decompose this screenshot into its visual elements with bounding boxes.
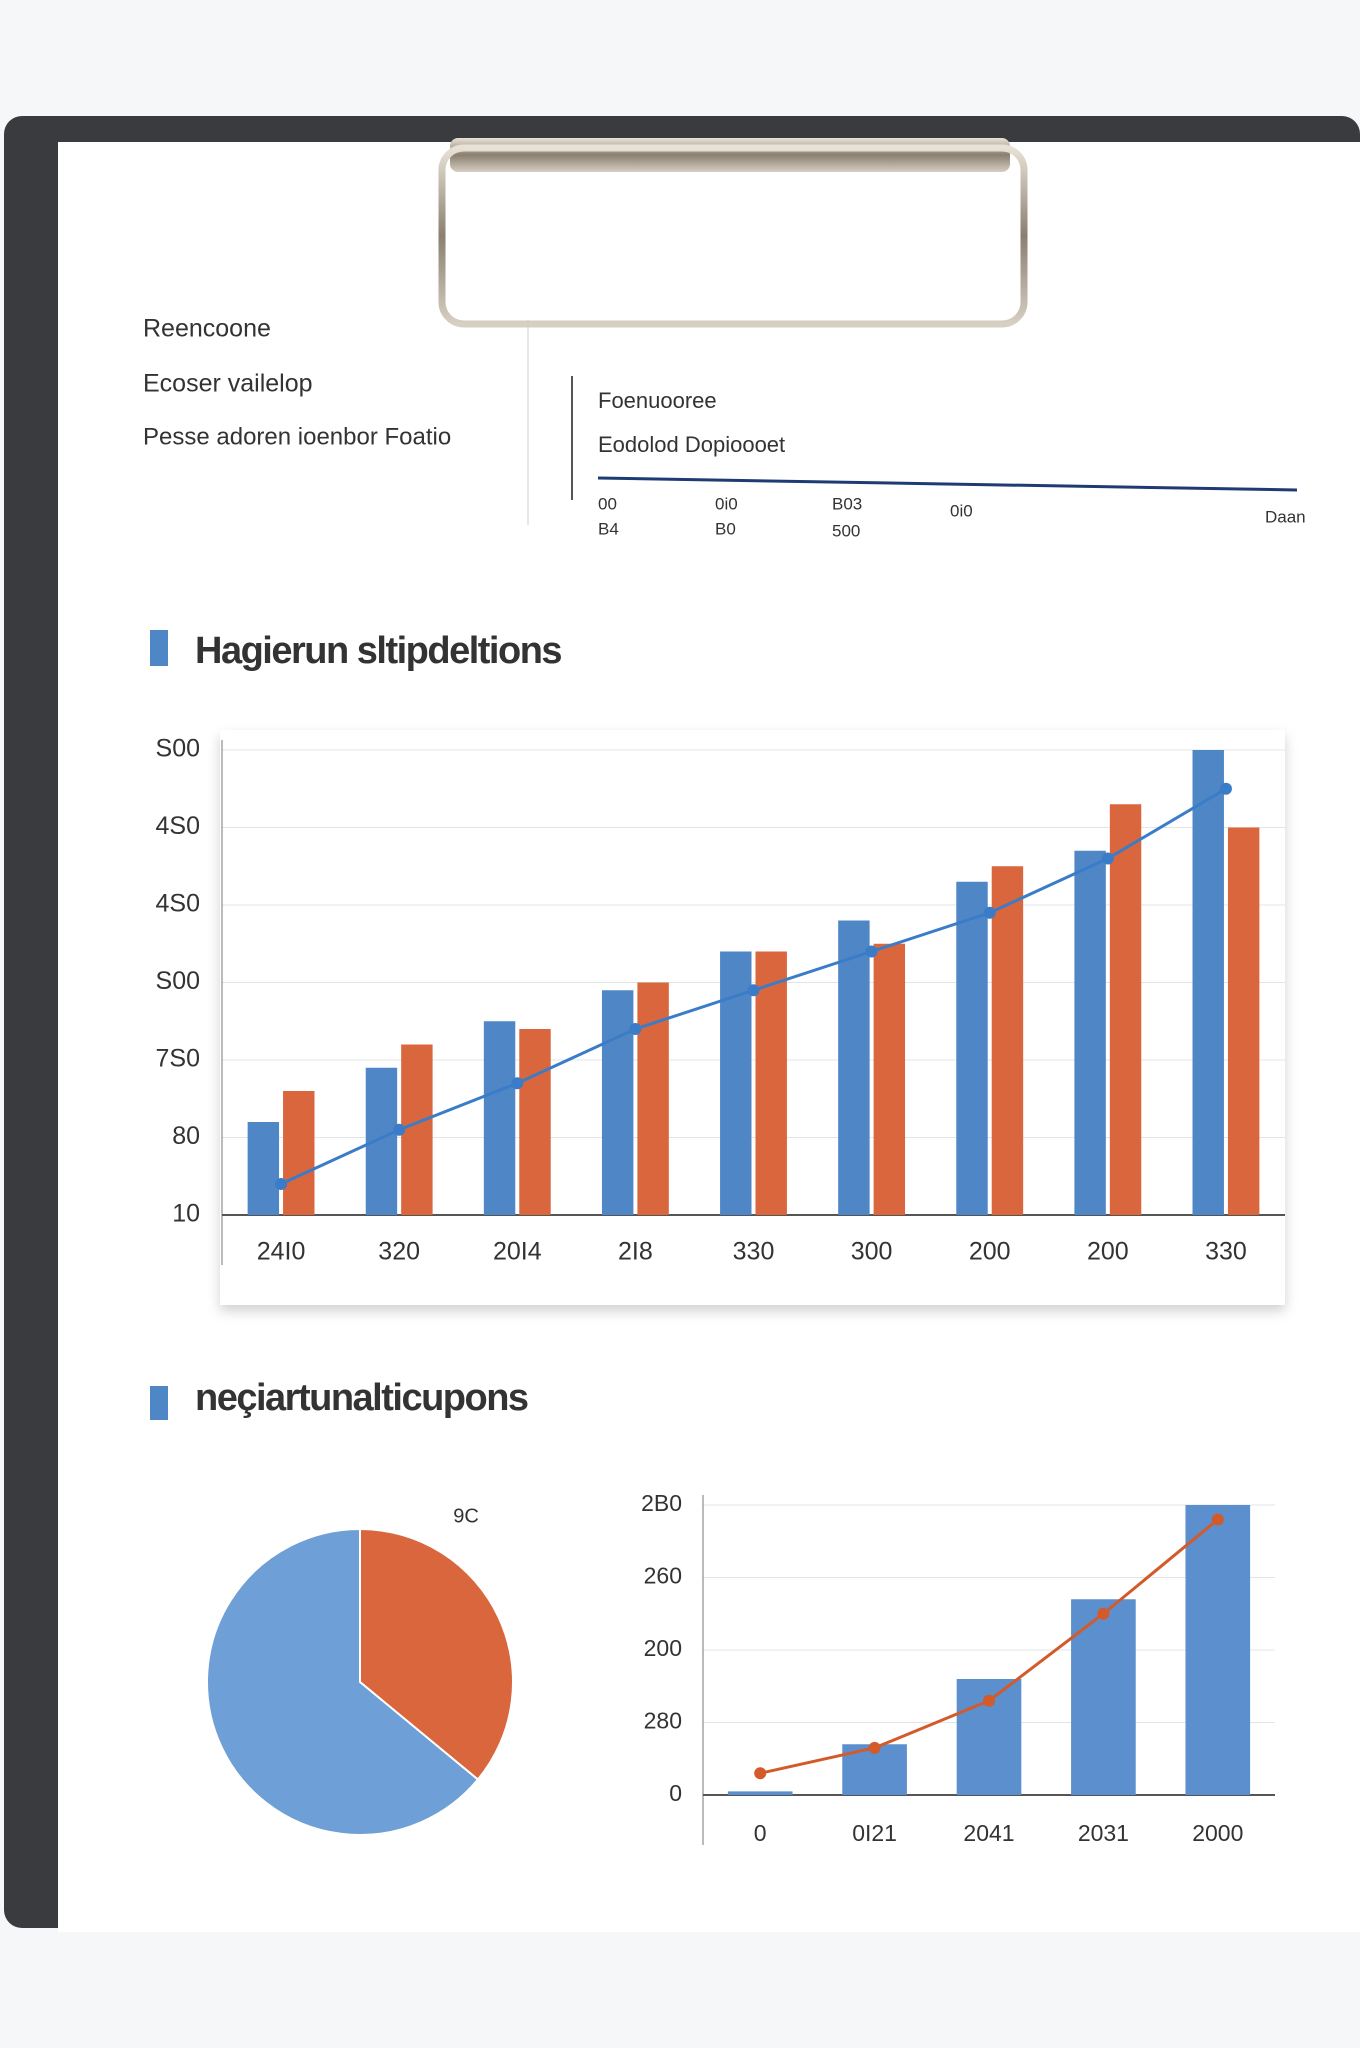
y-tick-label: 4S0: [156, 890, 200, 918]
section-title: neçiartunalticupons: [195, 1377, 528, 1419]
bar: [1227, 827, 1260, 1215]
x-tick-label: 2I8: [618, 1238, 653, 1266]
line-point: [983, 906, 996, 919]
y-tick-label: S00: [156, 735, 200, 763]
x-tick-label: 320: [378, 1238, 420, 1266]
bar: [1071, 1599, 1136, 1795]
x-tick-label: 200: [969, 1238, 1011, 1266]
bar: [873, 943, 906, 1215]
bar: [838, 920, 870, 1215]
bar: [601, 990, 634, 1215]
bar: [519, 1029, 551, 1215]
line-point: [1101, 852, 1114, 865]
y-tick-label: 200: [644, 1635, 682, 1661]
line-point: [1097, 1607, 1110, 1620]
x-tick-label: 0I21: [852, 1820, 897, 1846]
line-point: [1211, 1513, 1224, 1526]
bar: [247, 1122, 280, 1215]
y-tick-label: 2B0: [641, 1490, 682, 1516]
y-tick-label: S00: [156, 967, 200, 995]
line-point: [754, 1767, 767, 1780]
header-label: 500: [832, 521, 860, 540]
bar: [755, 951, 787, 1215]
line-point: [1219, 782, 1232, 795]
x-tick-label: 2031: [1078, 1820, 1129, 1846]
header-title: Foenuooree: [598, 388, 717, 413]
section-marker: [150, 630, 168, 666]
y-tick-label: 260: [644, 1563, 682, 1589]
bar: [401, 1044, 433, 1215]
header-label: B03: [832, 494, 862, 513]
header-label: 00: [598, 494, 617, 513]
line-point: [865, 945, 878, 958]
line-point: [629, 1023, 642, 1035]
pie-annotation: 9C: [453, 1505, 479, 1527]
x-tick-label: 0: [754, 1820, 767, 1846]
header-label: B4: [598, 519, 619, 538]
bar: [283, 1091, 315, 1215]
bar: [727, 1791, 793, 1795]
header-line: Pesse adoren ioenbor Foatio: [143, 423, 451, 450]
section-marker: [150, 1386, 168, 1420]
line-point: [747, 984, 760, 997]
x-tick-label: 330: [733, 1238, 775, 1266]
line-point: [393, 1123, 406, 1136]
pie-slice: [206, 1527, 480, 1836]
bar: [1192, 750, 1224, 1215]
bar: [1074, 850, 1106, 1215]
y-tick-label: 0: [669, 1780, 682, 1806]
x-tick-label: 200: [1087, 1238, 1129, 1266]
header-line: Reencoone: [143, 315, 271, 343]
line-point: [868, 1741, 881, 1754]
y-tick-label: 280: [644, 1708, 682, 1734]
timeline: [597, 476, 1298, 492]
bar: [637, 982, 669, 1215]
header-line: Ecoser vailelop: [143, 370, 313, 398]
bar: [483, 1021, 516, 1215]
line-point: [983, 1694, 995, 1707]
bar: [956, 881, 988, 1215]
x-tick-label: 20I4: [493, 1238, 542, 1266]
y-tick-label: 4S0: [156, 812, 200, 840]
header-label: B0: [715, 519, 736, 538]
bar: [1185, 1505, 1251, 1795]
header-subtitle: Eodolod Dopioooet: [598, 432, 785, 457]
y-tick-label: 80: [172, 1122, 200, 1150]
x-tick-label: 300: [851, 1238, 893, 1266]
clip-bar: [450, 138, 1010, 172]
section-title: Hagierun sltipdeltions: [195, 630, 561, 672]
x-tick-label: 24I0: [257, 1238, 306, 1266]
x-tick-label: 2041: [963, 1820, 1014, 1846]
bar: [991, 866, 1024, 1215]
header-label: 0i0: [950, 501, 973, 520]
line-point: [275, 1178, 288, 1190]
x-tick-label: 330: [1205, 1238, 1247, 1266]
chart-panel: [220, 730, 1285, 1305]
pie-slice: [359, 1527, 514, 1781]
y-tick-label: 7S0: [156, 1045, 200, 1073]
header-label: Daan: [1265, 507, 1306, 526]
y-tick-label: 10: [172, 1200, 200, 1228]
bar: [1109, 804, 1142, 1215]
clip-ring: [438, 144, 1028, 328]
x-tick-label: 2000: [1192, 1820, 1243, 1846]
header-label: 0i0: [715, 494, 738, 513]
line-point: [511, 1077, 524, 1090]
header: Reencoone Ecoser vailelop Pesse adoren i…: [143, 315, 1298, 525]
